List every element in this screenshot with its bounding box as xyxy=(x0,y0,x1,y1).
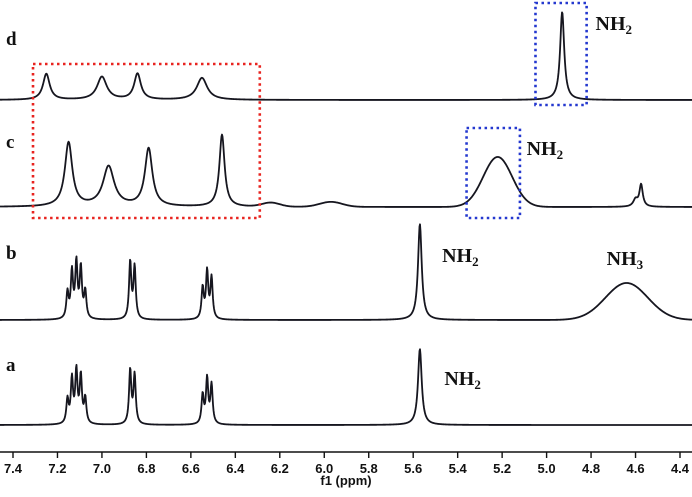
nh2-label-c: NH2 xyxy=(527,138,564,162)
x-tick-label: 4.8 xyxy=(582,461,600,476)
x-tick-label: 5.8 xyxy=(360,461,378,476)
nh2-box-c xyxy=(465,126,522,220)
nh3-label-b: NH3 xyxy=(607,248,644,272)
x-tick-label: 5.2 xyxy=(493,461,511,476)
x-tick-label: 7.4 xyxy=(4,461,23,476)
spectrum-trace-b xyxy=(0,223,692,321)
x-tick-label: 4.6 xyxy=(626,461,644,476)
nh2-label-d: NH2 xyxy=(596,13,633,37)
x-tick-label: 6.2 xyxy=(271,461,289,476)
x-tick-label: 7.0 xyxy=(93,461,111,476)
spectrum-trace-a xyxy=(0,348,692,426)
nh2-label-b: NH2 xyxy=(442,245,479,269)
x-tick-label: 6.4 xyxy=(226,461,245,476)
nh2-box-d xyxy=(534,1,588,107)
spectrum-trace-c xyxy=(0,133,692,208)
x-tick-label: 4.4 xyxy=(671,461,690,476)
x-axis-title: f1 (ppm) xyxy=(320,473,372,488)
trace-label-d: d xyxy=(6,29,17,50)
x-tick-label: 5.0 xyxy=(538,461,556,476)
x-tick-label: 6.8 xyxy=(137,461,155,476)
spectrum-trace-d xyxy=(0,11,692,101)
x-tick-label: 5.6 xyxy=(404,461,422,476)
x-tick-label: 6.0 xyxy=(315,461,333,476)
x-tick-label: 6.6 xyxy=(182,461,200,476)
trace-label-c: c xyxy=(6,132,14,153)
trace-label-b: b xyxy=(6,243,17,264)
x-tick-label: 5.4 xyxy=(449,461,468,476)
x-tick-label: 7.2 xyxy=(48,461,66,476)
aromatic-region-box xyxy=(31,62,262,220)
nh2-label-a: NH2 xyxy=(444,368,481,392)
trace-label-a: a xyxy=(6,355,16,376)
